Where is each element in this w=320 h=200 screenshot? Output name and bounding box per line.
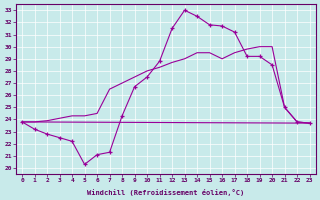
X-axis label: Windchill (Refroidissement éolien,°C): Windchill (Refroidissement éolien,°C): [87, 189, 244, 196]
